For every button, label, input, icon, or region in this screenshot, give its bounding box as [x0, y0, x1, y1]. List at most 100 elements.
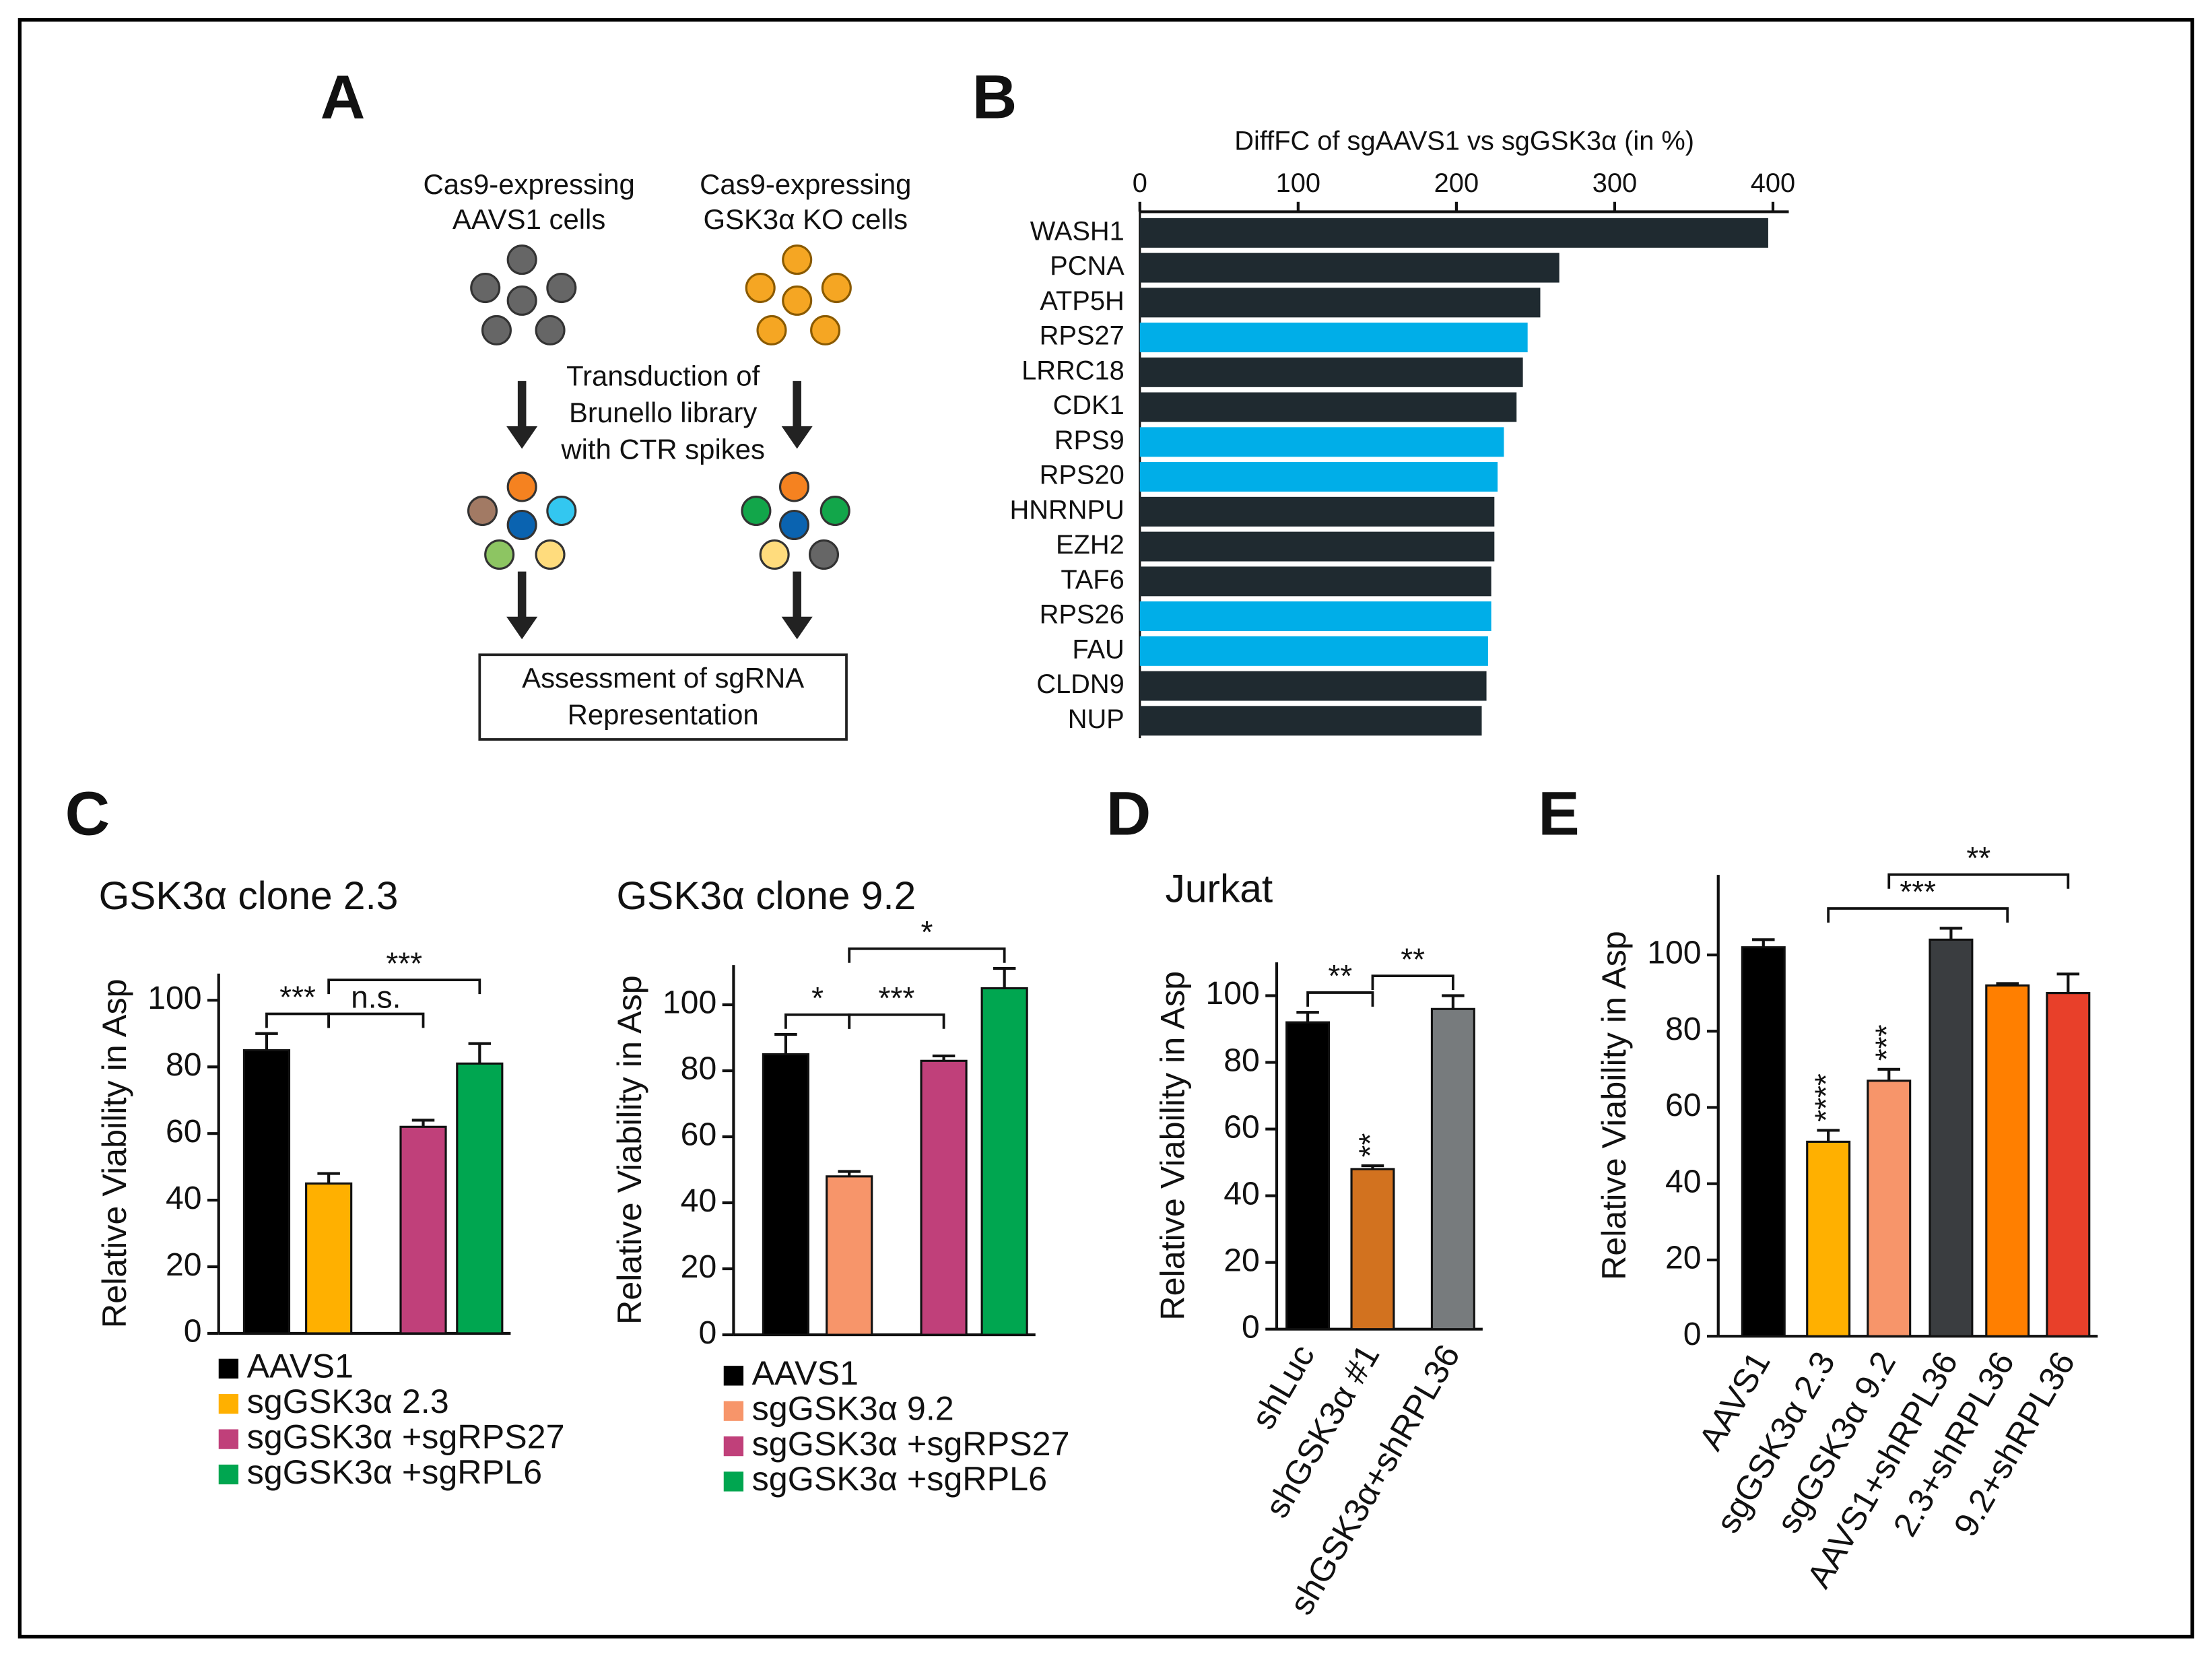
x-tick-label: 100 — [1276, 168, 1320, 198]
significance-label: * — [811, 981, 824, 1016]
x-tick-label: 400 — [1751, 168, 1795, 198]
bar — [826, 1175, 873, 1336]
significance-label: ** — [1328, 958, 1352, 993]
significance-label: *** — [878, 981, 914, 1016]
y-tick-label: 20 — [1665, 1240, 1702, 1276]
cells-mixed — [467, 471, 850, 570]
significance-label: ** — [1353, 1133, 1388, 1158]
significance-label: ** — [1401, 941, 1425, 976]
bar — [1285, 1021, 1331, 1331]
significance-bracket — [1306, 991, 1374, 1007]
y-tick-label: 0 — [184, 1313, 202, 1350]
bar — [1139, 427, 1504, 457]
bar — [762, 1053, 810, 1336]
arrows — [506, 380, 813, 640]
significance-bracket — [1887, 873, 2070, 889]
significance-bracket — [265, 1012, 331, 1028]
significance-bracket — [784, 1013, 851, 1029]
significance-label: ** — [1966, 840, 1990, 875]
legend-swatch — [218, 1429, 239, 1449]
bar — [1867, 1080, 1912, 1337]
y-tick-label: 100 — [1647, 935, 1701, 971]
y-tick-label: 40 — [166, 1180, 202, 1216]
chart-title: GSK3α clone 9.2 — [617, 874, 916, 918]
chart-title: GSK3α clone 2.3 — [99, 874, 399, 918]
y-tick-label: 20 — [166, 1247, 202, 1283]
y-tick-label: ATP5H — [1040, 286, 1124, 316]
y-axis-label: Relative Viability in Asp — [1153, 971, 1191, 1321]
bar — [1139, 706, 1482, 736]
significance-bracket — [1827, 907, 2009, 923]
y-tick-label: EZH2 — [1056, 530, 1125, 560]
cells-gray — [470, 244, 577, 345]
cells-orange — [745, 244, 852, 345]
bar — [1139, 357, 1523, 387]
y-tick-label: LRRC18 — [1021, 356, 1125, 385]
assessment-box — [478, 653, 848, 741]
diagram: Cas9-expressing AAVS1 cells Cas9-express… — [423, 168, 911, 741]
diagram-text: Representation — [568, 699, 759, 731]
y-axis-label: Relative Viability in Asp — [610, 975, 648, 1325]
y-tick-label: PCNA — [1050, 251, 1125, 281]
significance-bracket — [848, 1013, 945, 1029]
y-tick-label: 40 — [1665, 1163, 1702, 1199]
bar — [1350, 1168, 1395, 1331]
bar — [456, 1062, 504, 1335]
y-tick-label: WASH1 — [1030, 216, 1125, 246]
panel-label: B — [972, 62, 1017, 131]
legend-swatch — [218, 1464, 239, 1485]
bar — [1139, 288, 1541, 318]
bar — [399, 1125, 447, 1335]
y-tick-label: 20 — [1224, 1242, 1260, 1278]
y-tick-label: RPS27 — [1040, 321, 1125, 351]
y-tick-label: 80 — [1224, 1042, 1260, 1078]
bar — [1139, 531, 1495, 562]
legend-label: sgGSK3α 9.2 — [752, 1389, 954, 1427]
legend-swatch — [723, 1401, 744, 1421]
bar — [1139, 253, 1560, 283]
panel-label: C — [65, 779, 110, 849]
bar — [1139, 218, 1768, 248]
diagram-text: with CTR spikes — [560, 434, 765, 465]
legend-swatch — [723, 1436, 744, 1457]
significance-label: **** — [1808, 1073, 1843, 1122]
diagram-text: GSK3α KO cells — [703, 203, 908, 235]
significance-bracket — [327, 979, 481, 995]
chart-title: DiffFC of sgAAVS1 vs sgGSK3α (in %) — [1234, 126, 1694, 156]
panel-label: A — [321, 62, 366, 131]
bar — [1139, 392, 1517, 422]
y-tick-label: 20 — [681, 1249, 717, 1285]
bar — [1929, 938, 1974, 1337]
y-tick-label: 60 — [1665, 1087, 1702, 1123]
significance-label: *** — [279, 980, 316, 1015]
bar — [1139, 671, 1487, 701]
bar — [1139, 601, 1492, 632]
bar — [1139, 323, 1528, 353]
legend-swatch — [218, 1358, 239, 1379]
y-tick-label: 60 — [166, 1113, 202, 1150]
diagram-text: AAVS1 cells — [453, 203, 605, 235]
legend-label: sgGSK3α +sgRPL6 — [247, 1453, 542, 1491]
y-tick-label: CLDN9 — [1036, 669, 1125, 699]
legend-swatch — [723, 1471, 744, 1492]
bar — [1985, 984, 2030, 1337]
legend-label: sgGSK3α +sgRPS27 — [752, 1424, 1070, 1463]
bar — [1139, 636, 1488, 666]
y-tick-label: 100 — [663, 985, 716, 1021]
y-axis-label: Relative Viability in Asp — [1595, 931, 1633, 1280]
bar — [920, 1059, 968, 1336]
y-tick-label: RPS26 — [1040, 600, 1125, 630]
bar — [1139, 496, 1495, 527]
y-tick-label: RPS9 — [1054, 426, 1125, 455]
y-tick-label: TAF6 — [1061, 565, 1124, 595]
bar — [1806, 1140, 1851, 1337]
legend-label: sgGSK3α +sgRPL6 — [752, 1459, 1047, 1498]
bar — [1139, 462, 1498, 492]
legend-label: sgGSK3α 2.3 — [247, 1382, 449, 1420]
y-tick-label: 100 — [1205, 975, 1259, 1012]
y-tick-label: 80 — [681, 1051, 717, 1087]
y-tick-label: 60 — [1224, 1108, 1260, 1145]
panel-label: E — [1538, 779, 1579, 849]
legend-swatch — [218, 1394, 239, 1414]
